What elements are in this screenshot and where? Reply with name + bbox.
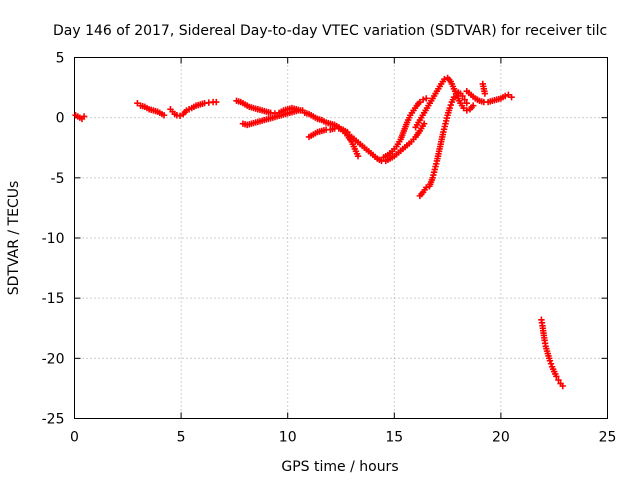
data-point [481,90,489,97]
data-point [555,376,562,384]
y-tick-label: -10 [42,231,65,247]
y-tick-label: 5 [56,51,65,67]
data-point [553,373,560,380]
data-point-fill [447,101,454,109]
data-point [160,112,168,119]
grid [74,57,608,419]
data-point [354,152,362,160]
axis-ticks: 0 5 10 15 20 25 -25 -20 -15 -10 -5 0 5 [42,51,617,446]
x-tick-label: 20 [492,430,510,446]
y-tick-label: -15 [42,291,65,307]
data-point [423,184,430,191]
x-tick-label: 25 [599,430,617,446]
x-tick-label: 5 [177,430,186,446]
data-point [419,96,427,103]
data-point [546,357,554,364]
data-point [463,100,470,107]
data-point [423,95,430,102]
y-tick-label: 0 [56,111,65,127]
data-point [461,96,468,103]
data-point [446,104,453,112]
x-axis-title: GPS time / hours [281,459,398,475]
y-tick-label: -25 [42,412,65,428]
data-point [559,382,566,390]
x-tick-label: 10 [279,430,297,446]
y-tick-label: -20 [42,351,65,367]
data-point [469,102,477,109]
x-tick-label: 0 [70,430,79,446]
data-point [450,94,458,101]
data-points [72,74,566,390]
data-point [463,107,470,114]
y-tick-label: -5 [51,171,65,187]
data-point [80,113,88,120]
data-point [420,120,428,127]
data-point-fill [547,360,555,367]
data-point [508,94,515,101]
data-point [501,92,509,100]
chart-title: Day 146 of 2017, Sidereal Day-to-day VTE… [53,23,607,39]
y-axis-title: SDTVAR / TECUs [6,181,22,296]
data-point [213,98,220,106]
x-tick-label: 15 [385,430,403,446]
